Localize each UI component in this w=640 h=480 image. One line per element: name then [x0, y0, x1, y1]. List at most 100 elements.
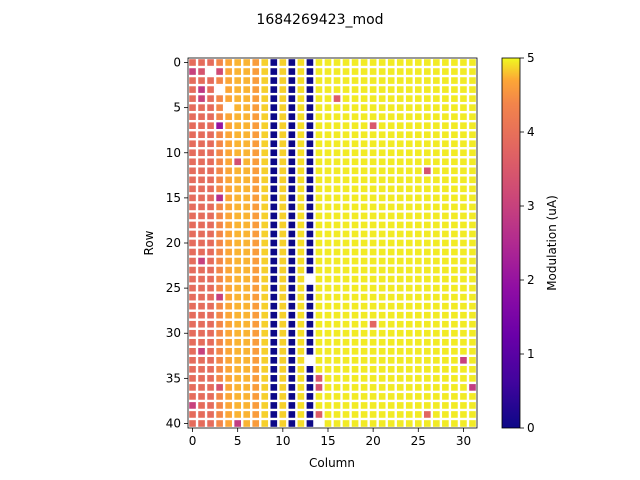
heatmap-cell [433, 384, 440, 391]
heatmap-cell [469, 122, 476, 129]
heatmap-cell [252, 68, 260, 75]
heatmap-cell [469, 149, 476, 157]
heatmap-cell [424, 230, 431, 238]
heatmap-cell [451, 212, 458, 220]
heatmap-cell [442, 95, 449, 102]
heatmap-cell [198, 167, 205, 175]
heatmap-cell [189, 158, 196, 166]
heatmap-cell [261, 95, 269, 102]
heatmap-cell [433, 176, 440, 184]
heatmap-cell [216, 158, 223, 166]
heatmap-cell [306, 366, 314, 373]
heatmap-cell [460, 185, 467, 193]
heatmap-cell [270, 230, 278, 238]
heatmap-cell [369, 59, 377, 66]
heatmap-cell [279, 384, 287, 391]
heatmap-cell [207, 140, 214, 148]
heatmap-cell [369, 411, 377, 418]
heatmap-cell [451, 95, 458, 102]
heatmap-cell [442, 320, 449, 328]
heatmap-cell [261, 366, 269, 373]
heatmap-cell [243, 149, 251, 157]
heatmap-cell [405, 375, 413, 382]
heatmap-cell [378, 230, 386, 238]
heatmap-cell [442, 149, 449, 157]
heatmap-cell [460, 140, 467, 148]
heatmap-cell [198, 194, 205, 202]
heatmap-cell [442, 266, 449, 274]
heatmap-cell [297, 158, 305, 166]
heatmap-cell [216, 311, 223, 319]
heatmap-cell [396, 113, 404, 120]
heatmap-cell [306, 212, 314, 220]
heatmap-cell [279, 393, 287, 400]
heatmap-cell [360, 167, 368, 175]
heatmap-cell [216, 176, 223, 184]
heatmap-cell [324, 284, 332, 292]
heatmap-cell [315, 302, 323, 310]
heatmap-cell [198, 221, 205, 229]
heatmap-cell [243, 338, 251, 346]
heatmap-cell [198, 284, 205, 292]
heatmap-cell [198, 320, 205, 328]
heatmap-cell [270, 384, 278, 391]
heatmap-cell [360, 158, 368, 166]
heatmap-cell [469, 375, 476, 382]
heatmap-cell [460, 347, 467, 355]
heatmap-cell [396, 203, 404, 211]
heatmap-cell [378, 77, 386, 84]
heatmap-cell [234, 275, 241, 283]
heatmap-cell [442, 347, 449, 355]
heatmap-cell [360, 402, 368, 409]
heatmap-cell [189, 176, 196, 184]
heatmap-cell [306, 420, 314, 427]
heatmap-cell [378, 248, 386, 256]
heatmap-cell [396, 411, 404, 418]
heatmap-cell [315, 230, 323, 238]
heatmap-cell [333, 131, 341, 139]
heatmap-cell [451, 266, 458, 274]
heatmap-cell [207, 266, 214, 274]
heatmap-cell [424, 375, 431, 382]
heatmap-cell [189, 77, 196, 84]
heatmap-cell [261, 293, 269, 301]
heatmap-cell [216, 302, 223, 310]
heatmap-cell [378, 194, 386, 202]
heatmap-cell [225, 167, 232, 175]
heatmap-cell [288, 131, 296, 139]
heatmap-cell [378, 347, 386, 355]
heatmap-cell [189, 275, 196, 283]
heatmap-cell [360, 384, 368, 391]
heatmap-cell [442, 402, 449, 409]
heatmap-cell [297, 77, 305, 84]
heatmap-cell [216, 393, 223, 400]
heatmap-cell [369, 230, 377, 238]
heatmap-cell [342, 203, 350, 211]
heatmap-cell [460, 266, 467, 274]
heatmap-cell [279, 194, 287, 202]
heatmap-cell [396, 393, 404, 400]
heatmap-cell [469, 104, 476, 111]
heatmap-cell [225, 320, 232, 328]
heatmap-cell [324, 167, 332, 175]
heatmap-cell [333, 95, 341, 102]
heatmap-cell [189, 402, 196, 409]
heatmap-cell [279, 77, 287, 84]
heatmap-cell [433, 366, 440, 373]
heatmap-cell [378, 420, 386, 427]
heatmap-cell [378, 302, 386, 310]
y-tick-label: 20 [166, 236, 181, 250]
heatmap-cell [288, 302, 296, 310]
heatmap-cell [378, 338, 386, 346]
heatmap-cell [216, 113, 223, 120]
heatmap-cell [324, 311, 332, 319]
heatmap-cell [414, 230, 422, 238]
heatmap-cell [396, 311, 404, 319]
heatmap-cell [306, 203, 314, 211]
heatmap-cell [189, 149, 196, 157]
heatmap-cell [378, 68, 386, 75]
heatmap-cell [288, 122, 296, 129]
heatmap-cell [189, 329, 196, 337]
heatmap-cell [342, 320, 350, 328]
heatmap-cell [405, 158, 413, 166]
